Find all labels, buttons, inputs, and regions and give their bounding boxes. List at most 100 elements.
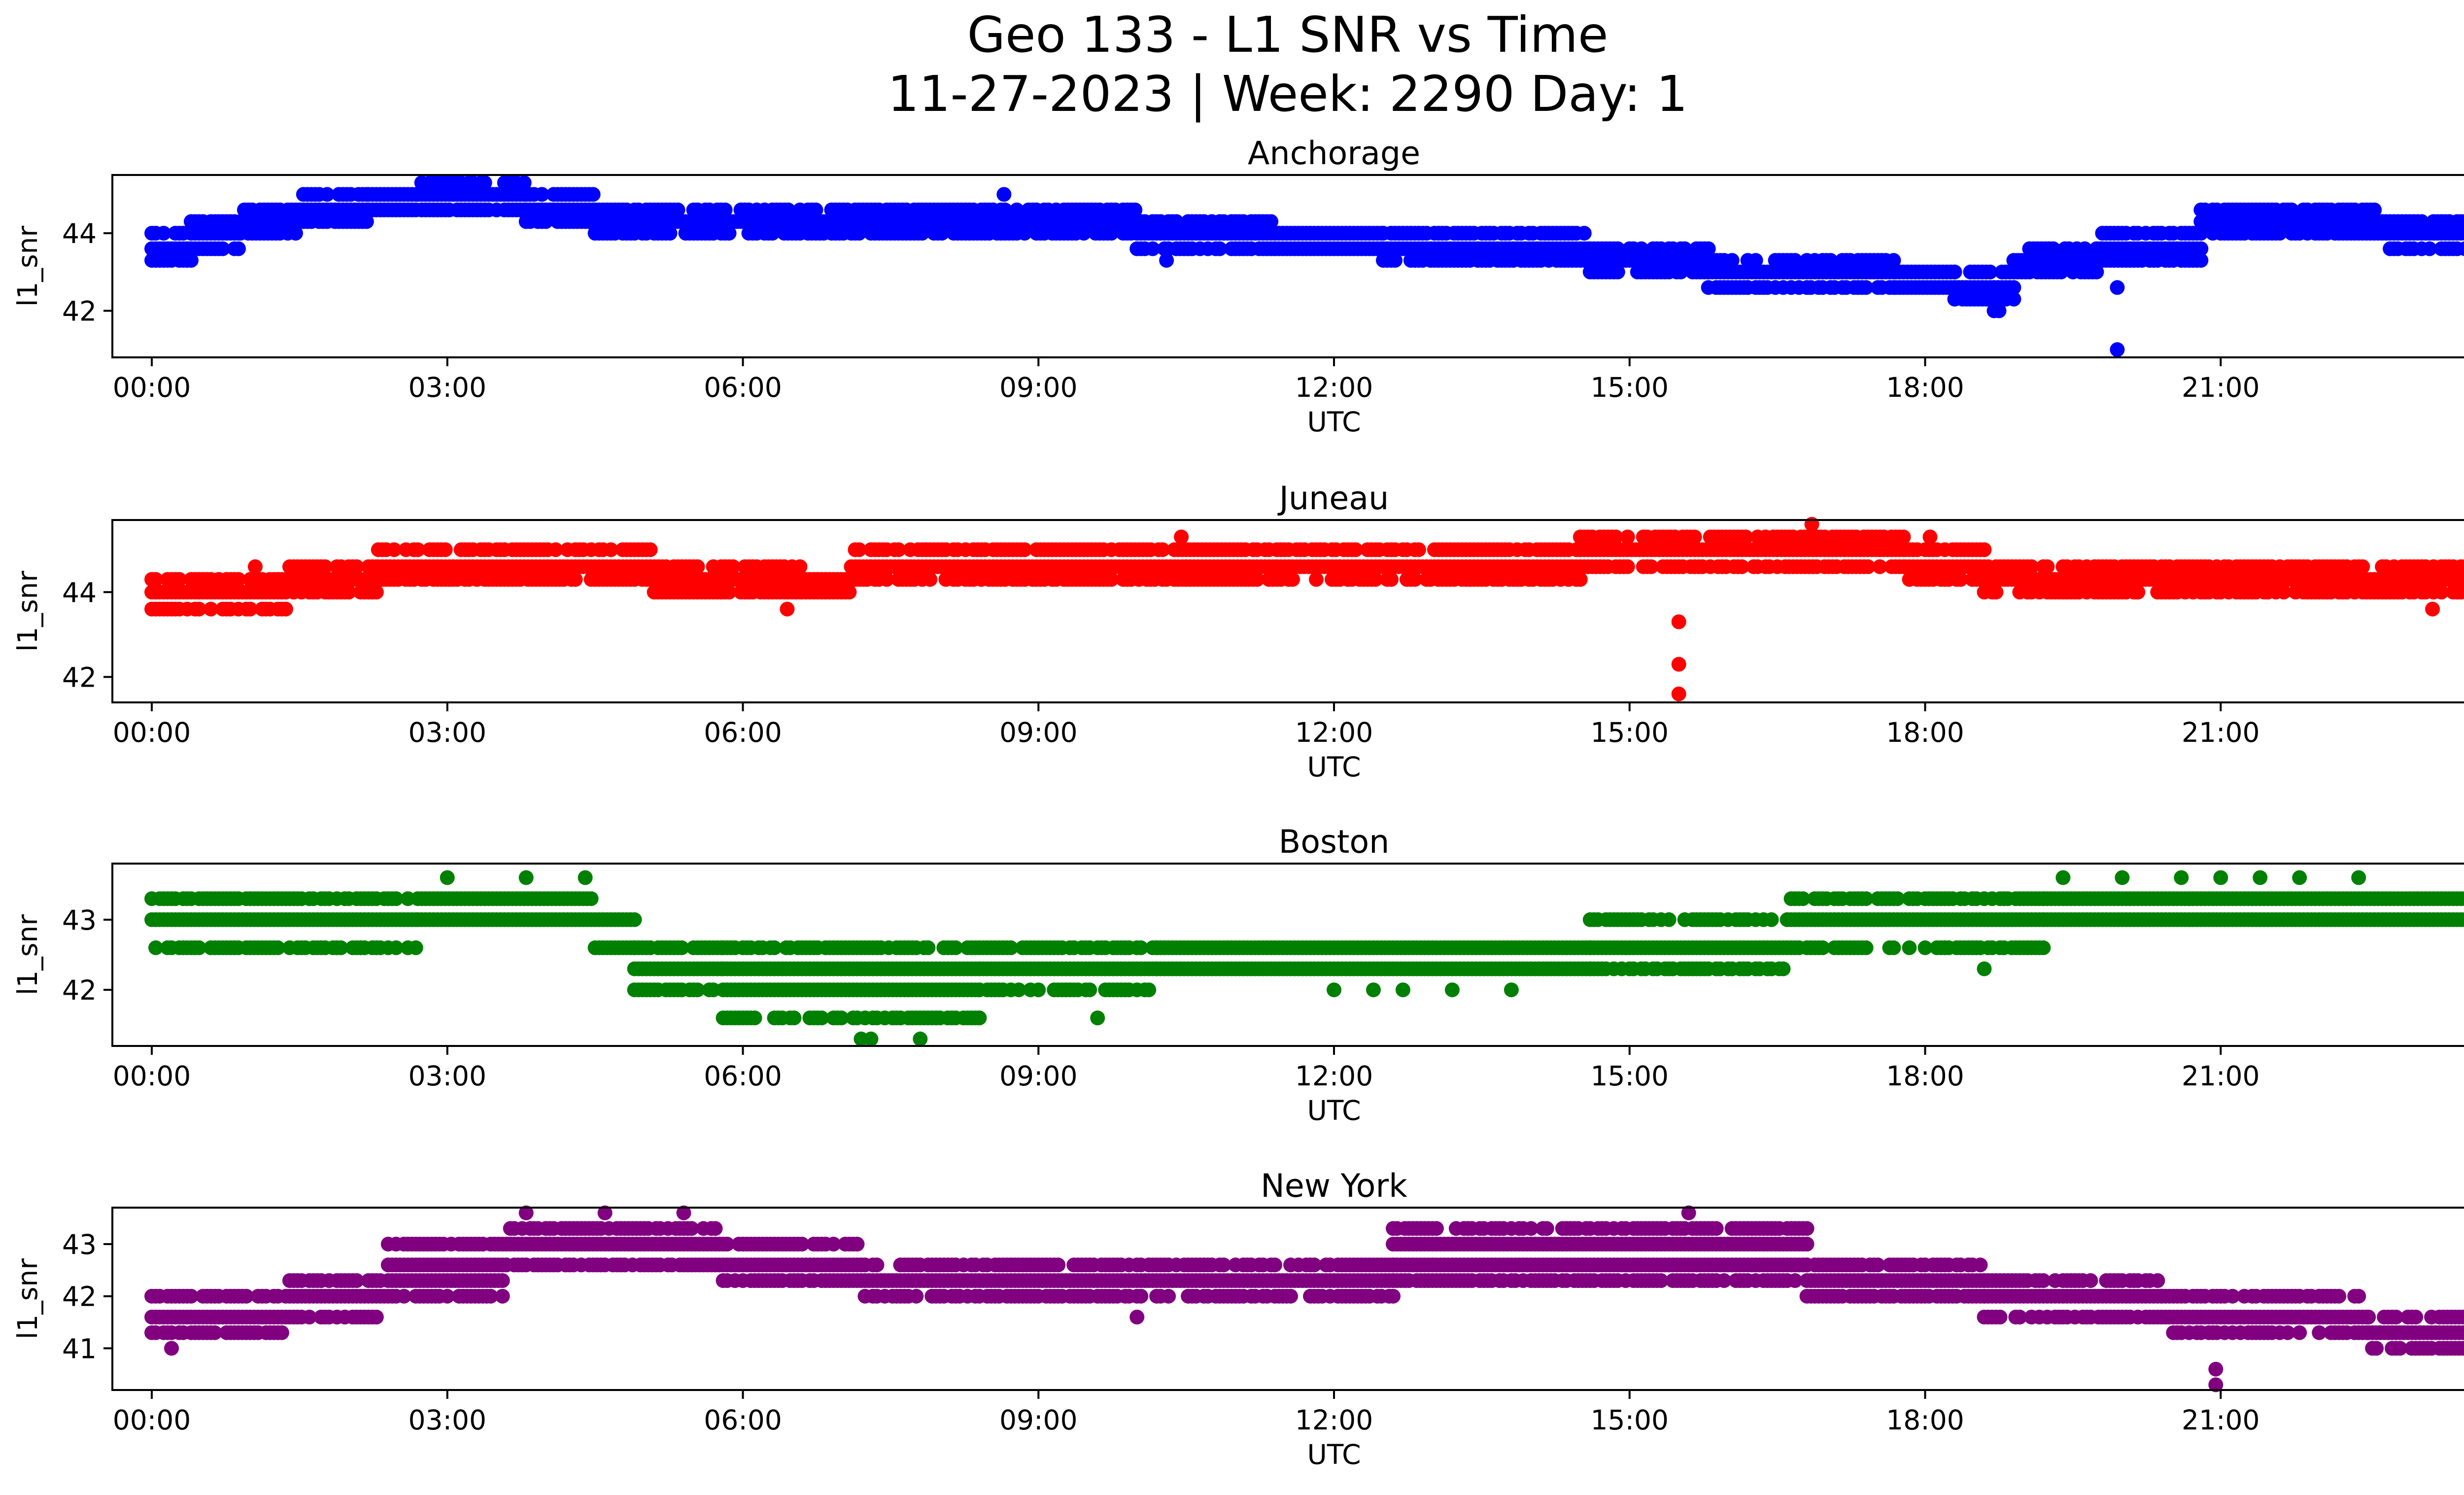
data-point <box>603 542 618 557</box>
data-point <box>834 1010 849 1026</box>
x-tick-label: 00:00 <box>113 717 191 748</box>
data-point <box>2193 253 2209 268</box>
data-point <box>721 226 737 241</box>
data-point <box>718 202 733 217</box>
data-point <box>2292 870 2307 885</box>
data-point <box>516 175 532 190</box>
data-point <box>1886 940 1901 955</box>
data-point <box>1155 542 1170 557</box>
data-point <box>1159 253 1174 268</box>
data-point <box>662 226 678 241</box>
y-tick-label: 44 <box>62 218 97 249</box>
data-point <box>518 870 534 885</box>
x-tick-label: 12:00 <box>1295 372 1373 403</box>
data-point <box>1411 542 1426 557</box>
data-point <box>568 572 583 587</box>
data-point <box>2458 912 2464 927</box>
data-point <box>1643 559 1659 574</box>
data-point <box>787 1010 802 1026</box>
data-point <box>1988 585 2004 600</box>
y-axis-label: l1_snr <box>12 914 43 995</box>
data-point <box>288 226 303 241</box>
data-point <box>341 585 356 600</box>
data-point <box>2276 585 2292 600</box>
x-tick-label: 03:00 <box>408 1060 486 1092</box>
data-point <box>1872 559 1887 574</box>
data-point <box>643 542 658 557</box>
figure-title-line1: Geo 133 - L1 SNR vs Time <box>967 6 1608 64</box>
data-point <box>879 572 894 587</box>
data-point <box>1003 940 1019 955</box>
data-point <box>948 940 963 955</box>
data-point <box>913 1031 928 1046</box>
data-point <box>483 1288 498 1304</box>
data-point <box>2110 342 2125 357</box>
data-point <box>1327 982 1341 998</box>
data-point <box>369 1310 384 1324</box>
data-point <box>1285 572 1300 587</box>
x-axis-label: UTC <box>1307 751 1361 783</box>
x-tick-label: 09:00 <box>999 372 1078 403</box>
data-point <box>1250 572 1265 587</box>
subplot-title: Juneau <box>1277 480 1389 517</box>
data-point <box>1823 253 1838 268</box>
subplot-title: New York <box>1261 1168 1407 1205</box>
data-point <box>934 226 950 241</box>
data-point <box>239 1288 254 1304</box>
data-point <box>1141 982 1157 998</box>
data-point <box>2110 280 2125 295</box>
data-point <box>1104 226 1119 241</box>
subplot-title: Boston <box>1279 824 1390 861</box>
data-point <box>2130 585 2146 600</box>
data-point <box>2115 870 2130 885</box>
data-point <box>1922 529 1938 545</box>
data-point <box>814 1010 829 1026</box>
data-point <box>1740 280 1755 295</box>
data-point <box>915 226 930 241</box>
data-point <box>1174 529 1189 545</box>
data-point <box>1858 280 1874 295</box>
data-point <box>670 202 685 217</box>
data-point <box>2036 940 2051 955</box>
data-point <box>923 572 938 587</box>
x-tick-label: 06:00 <box>704 372 782 403</box>
data-point <box>388 940 404 955</box>
data-point <box>2355 559 2370 574</box>
data-point <box>1388 253 1403 268</box>
data-point <box>1886 253 1901 268</box>
data-point <box>1671 614 1686 629</box>
data-point <box>319 187 335 202</box>
x-tick-label: 09:00 <box>999 1060 1078 1092</box>
x-tick-label: 15:00 <box>1591 372 1669 403</box>
data-point <box>1815 940 1830 955</box>
data-point <box>852 542 867 557</box>
data-point <box>721 585 737 600</box>
data-point <box>2422 241 2437 256</box>
data-point <box>1953 572 1968 587</box>
data-point <box>148 940 163 955</box>
x-tick-label: 03:00 <box>408 372 486 403</box>
data-point <box>2462 561 2464 572</box>
data-point <box>359 214 374 229</box>
data-point <box>1738 529 1753 545</box>
data-point <box>388 891 404 906</box>
data-point <box>1620 529 1635 545</box>
data-point <box>2462 574 2464 585</box>
data-point <box>2367 202 2382 217</box>
data-point <box>2458 559 2464 574</box>
data-point <box>410 542 425 557</box>
y-axis-label: l1_snr <box>12 226 43 307</box>
data-point <box>842 585 857 600</box>
x-tick-label: 12:00 <box>1295 1060 1373 1092</box>
data-point <box>1724 253 1740 268</box>
data-point <box>1610 264 1625 279</box>
data-point <box>2458 226 2464 241</box>
data-point <box>1734 559 1749 574</box>
data-point <box>333 940 348 955</box>
data-point <box>1011 982 1027 998</box>
data-point <box>1701 241 1716 256</box>
x-tick-label: 00:00 <box>113 1060 191 1092</box>
data-point <box>1009 202 1025 217</box>
